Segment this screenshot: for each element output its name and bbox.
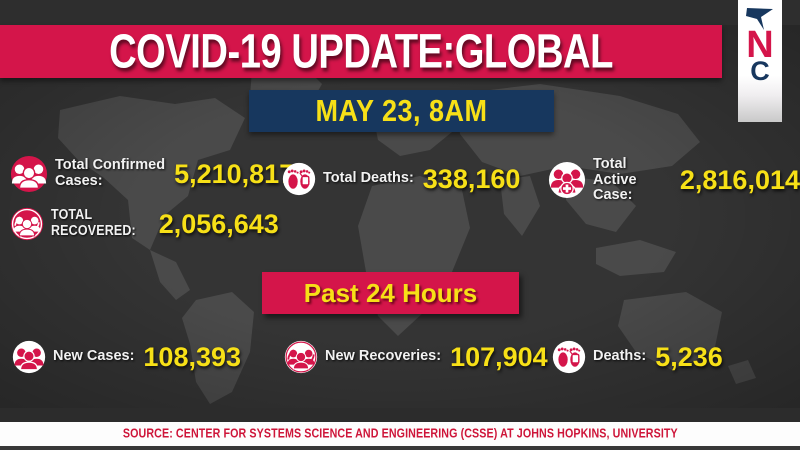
stat-label: New Recoveries:	[325, 348, 442, 365]
stat-new-deaths: Deaths: 5,236	[552, 340, 723, 374]
stat-value: 5,236	[655, 341, 723, 372]
people-medical-cross-icon	[548, 161, 586, 199]
stat-label: New Cases:	[53, 348, 135, 365]
stat-label: Total Active Case:	[593, 156, 637, 204]
title-banner	[0, 25, 722, 78]
group-people-icon	[10, 155, 48, 193]
footprints-toe-tag-icon	[282, 162, 316, 196]
stat-label: Total Deaths:	[323, 170, 414, 187]
logo-letter-n: N	[746, 24, 774, 66]
channel-logo: N C	[738, 0, 782, 122]
stat-label: TOTAL RECOVERED:	[51, 207, 136, 239]
stat-value: 5,210,817	[174, 158, 295, 189]
stat-total-active-cases: Total Active Case: 2,816,014	[548, 156, 800, 204]
stat-new-cases: New Cases: 108,393	[12, 340, 241, 374]
stat-value: 107,904	[450, 341, 548, 372]
stat-label: Deaths:	[593, 348, 647, 365]
date-banner: MAY 23, 8AM	[249, 90, 554, 132]
recovered-people-icon	[10, 207, 44, 241]
group-people-icon	[12, 340, 46, 374]
navigation-arrow-icon	[746, 8, 773, 30]
source-bar: SOURCE: CENTER FOR SYSTEMS SCIENCE AND E…	[0, 422, 800, 446]
footprints-toe-tag-icon	[552, 340, 586, 374]
source-text: SOURCE: CENTER FOR SYSTEMS SCIENCE AND E…	[122, 427, 678, 441]
stat-new-recoveries: New Recoveries: 107,904	[284, 340, 548, 374]
past-24-hours-label: Past 24 Hours	[303, 277, 478, 308]
stat-total-deaths: Total Deaths: 338,160	[282, 162, 520, 196]
footer-edge	[0, 446, 800, 450]
stat-value: 2,816,014	[679, 164, 800, 195]
top-strip	[0, 0, 800, 25]
stat-value: 108,393	[143, 341, 242, 372]
recovered-people-icon	[284, 340, 318, 374]
stat-label: Total Confirmed Cases:	[55, 157, 166, 189]
stat-total-recovered: TOTAL RECOVERED: 2,056,643	[10, 207, 279, 241]
bottom-strip	[0, 408, 800, 422]
stat-total-confirmed-cases: Total Confirmed Cases: 5,210,817	[10, 155, 294, 193]
logo-letter-c: C	[750, 56, 770, 87]
past-24-hours-banner: Past 24 Hours	[262, 272, 519, 314]
page-title: COVID-19 UPDATE:GLOBAL	[109, 23, 613, 79]
stat-value: 2,056,643	[158, 208, 279, 239]
date-text: MAY 23, 8AM	[315, 93, 488, 128]
stat-value: 338,160	[422, 163, 521, 194]
